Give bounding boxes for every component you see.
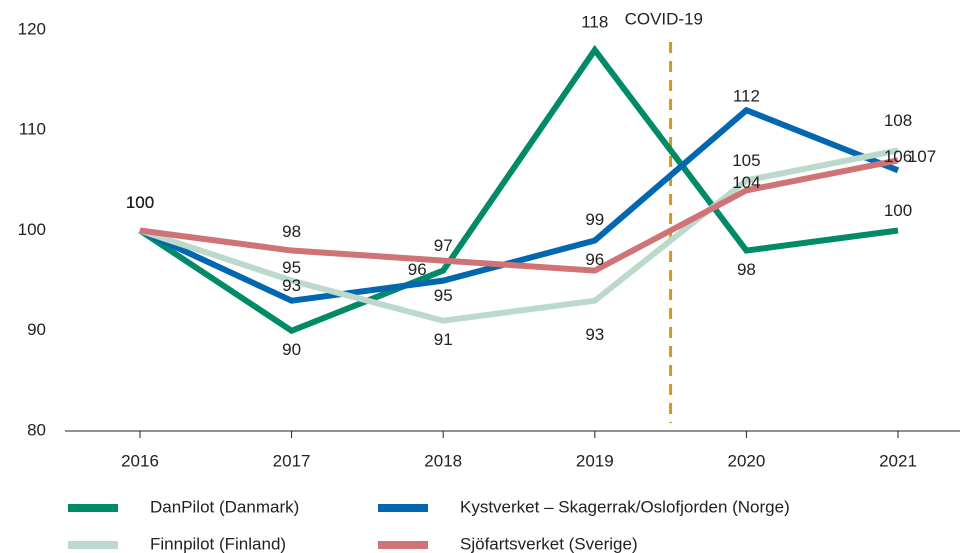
y-tick-label: 120: [18, 19, 46, 38]
series-line: [139, 157, 899, 274]
legend-swatch: [68, 541, 118, 549]
data-label: 105: [732, 151, 760, 170]
series-line: [138, 44, 899, 335]
data-label: 112: [733, 87, 760, 106]
data-label: 100: [126, 193, 154, 212]
y-tick-label: 100: [18, 220, 46, 239]
data-label: 108: [884, 111, 912, 130]
data-label: 100: [126, 193, 154, 212]
y-tick-label: 80: [27, 420, 46, 439]
data-label: 96: [408, 260, 427, 279]
data-label: 93: [282, 276, 301, 295]
legend-swatch: [378, 504, 428, 512]
data-label: 95: [434, 286, 453, 305]
x-tick-label: 2016: [121, 451, 159, 470]
data-label: 96: [585, 250, 604, 269]
data-label: 107: [908, 147, 936, 166]
annotation-text: COVID-19: [625, 9, 703, 28]
x-tick-label: 2020: [727, 451, 765, 470]
x-tick-label: 2021: [879, 451, 917, 470]
data-label: 99: [585, 210, 604, 229]
x-tick-label: 2019: [576, 451, 614, 470]
data-label: 106: [884, 147, 912, 166]
series-line: [139, 147, 899, 324]
data-label: 97: [434, 236, 453, 255]
data-label: 91: [434, 330, 453, 349]
data-label: 90: [282, 340, 301, 359]
x-tick-label: 2018: [424, 451, 462, 470]
data-label: 93: [585, 325, 604, 344]
legend-label: Sjöfartsverket (Sverige): [460, 534, 638, 553]
x-tick-label: 2017: [273, 451, 311, 470]
data-label: 104: [732, 173, 760, 192]
legend-label: Finnpilot (Finland): [150, 534, 286, 553]
data-label: 98: [737, 260, 756, 279]
y-tick-label: 110: [19, 120, 46, 139]
data-label: 95: [282, 258, 301, 277]
data-label: 100: [126, 193, 154, 212]
legend-swatch: [68, 504, 118, 512]
legend-label: DanPilot (Danmark): [150, 497, 299, 516]
data-label: 100: [126, 193, 154, 212]
data-label: 118: [581, 13, 608, 32]
legend-swatch: [378, 541, 428, 549]
series-line: [138, 106, 900, 304]
data-label: 100: [884, 201, 912, 220]
data-label: 98: [282, 222, 301, 241]
legend-label: Kystverket – Skagerrak/Oslofjorden (Norg…: [460, 497, 790, 516]
y-tick-label: 90: [27, 320, 46, 339]
